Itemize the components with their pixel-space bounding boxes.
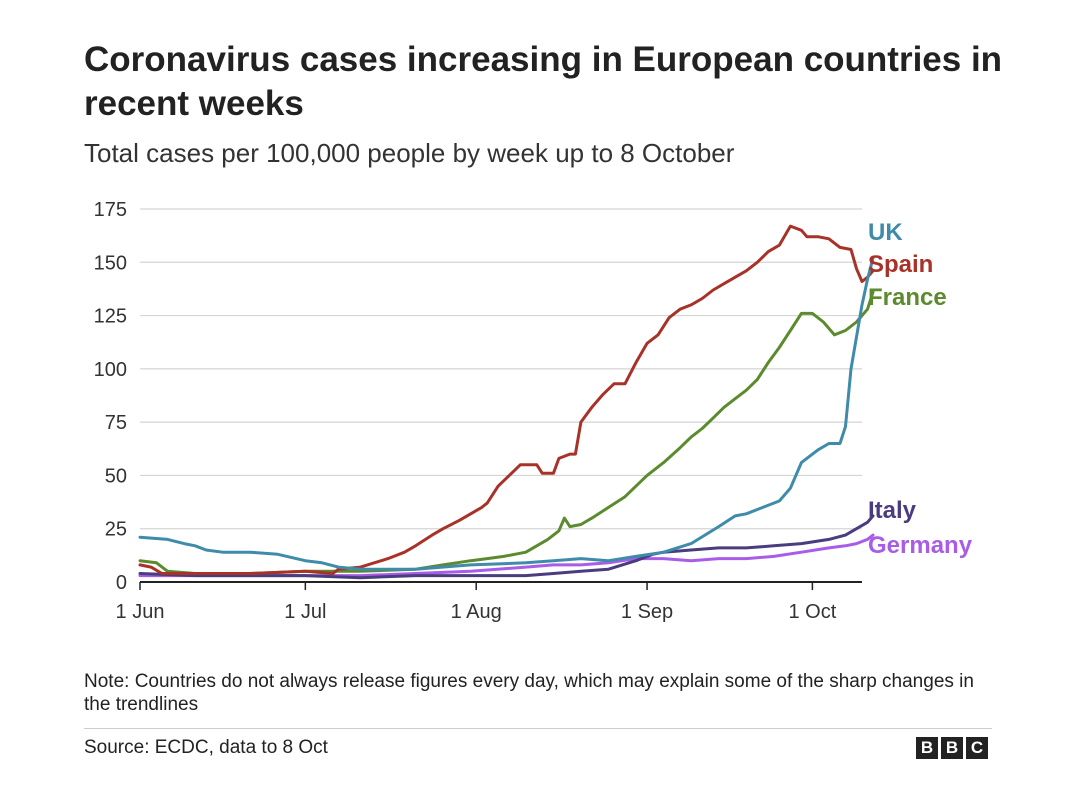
y-tick-label: 125 — [94, 306, 127, 328]
y-tick-label: 0 — [116, 572, 127, 594]
x-tick-label: 1 Oct — [788, 601, 836, 623]
chart-source: Source: ECDC, data to 8 Oct — [84, 737, 328, 758]
y-tick-label: 100 — [94, 359, 127, 381]
y-tick-label: 25 — [105, 519, 127, 541]
series-line-spain — [138, 224, 875, 575]
y-tick-label: 175 — [94, 199, 127, 221]
series-lines — [138, 224, 875, 580]
chart-title: Coronavirus cases increasing in European… — [84, 40, 1003, 123]
series-label-germany: Germany — [868, 532, 973, 559]
series-line-france — [138, 290, 875, 575]
x-tick-label: 1 Jun — [116, 601, 165, 623]
footer-divider — [84, 728, 992, 729]
chart-note: Note: Countries do not always release fi… — [84, 671, 974, 715]
chart-subtitle: Total cases per 100,000 people by week u… — [84, 138, 735, 168]
series-label-uk: UK — [868, 219, 903, 246]
y-tick-label: 50 — [105, 465, 127, 487]
bbc-logo-letter: B — [941, 737, 963, 759]
x-tick-label: 1 Jul — [284, 601, 326, 623]
series-label-spain: Spain — [868, 251, 933, 278]
bbc-logo-letter: B — [916, 737, 938, 759]
x-tick-label: 1 Aug — [451, 601, 502, 623]
axis-ticks: 0 25 50 75 100 125 150 175 1 Jun 1 Jul 1 Aug 1 Sep 1… — [94, 199, 837, 623]
series-line-italy — [138, 514, 875, 580]
series-line-uk — [138, 256, 875, 571]
series-label-italy: Italy — [868, 497, 917, 524]
x-tick-label: 1 Sep — [621, 601, 673, 623]
bbc-logo-letter: C — [966, 737, 988, 759]
series-labels: UK Spain France Italy Germany — [868, 219, 973, 559]
series-label-france: France — [868, 284, 947, 311]
y-tick-label: 75 — [105, 412, 127, 434]
bbc-logo: B B C — [916, 737, 988, 759]
grid-lines — [140, 208, 862, 583]
y-tick-label: 150 — [94, 252, 127, 274]
